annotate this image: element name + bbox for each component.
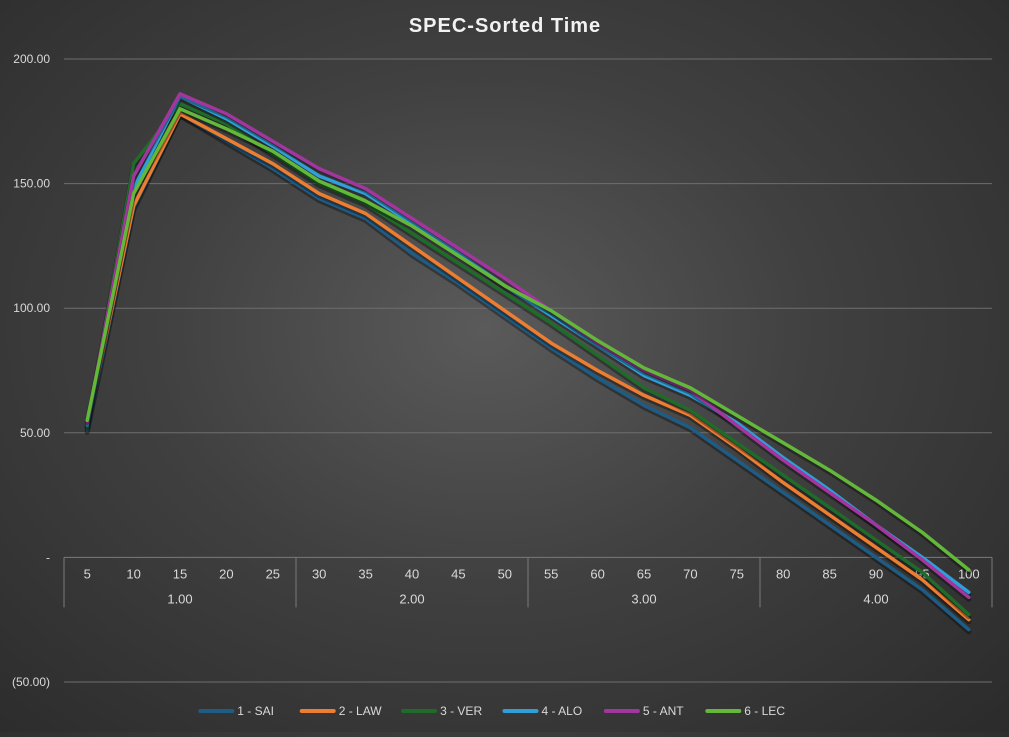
y-tick-label: 100.00 [13, 301, 50, 315]
x-tick-label: 65 [637, 566, 651, 581]
x-tick-label: 90 [869, 566, 883, 581]
x-tick-label: 20 [219, 566, 233, 581]
x-tick-label: 30 [312, 566, 326, 581]
series-lines [84, 92, 972, 635]
x-group-label: 3.00 [631, 591, 656, 606]
legend-item: 2 - LAW [299, 704, 383, 718]
legend-label: 3 - VER [440, 704, 482, 718]
legend-label: 6 - LEC [744, 704, 785, 718]
legend: 1 - SAI 2 - LAW 3 - VER 4 - ALO 5 - ANT 6 - L… [198, 704, 785, 718]
x-tick-label: 60 [590, 566, 604, 581]
x-axis: 5 10 15 20 25 30 35 40 45 50 55 60 65 70 75 80 85 90 95 100… [63, 556, 993, 608]
series-line [85, 94, 971, 595]
y-tick-label: - [46, 550, 50, 564]
x-tick-label: 5 [84, 566, 91, 581]
x-tick-label: 10 [126, 566, 140, 581]
legend-label: 1 - SAI [237, 704, 274, 718]
x-tick-label: 35 [358, 566, 372, 581]
x-tick-label: 40 [405, 566, 419, 581]
series-line [85, 112, 971, 632]
series-line [85, 92, 971, 600]
legend-label: 4 - ALO [542, 704, 583, 718]
x-tick-label: 55 [544, 566, 558, 581]
legend-item: 4 - ALO [502, 704, 583, 718]
y-tick-label: 150.00 [13, 177, 50, 191]
x-tick-label: 75 [730, 566, 744, 581]
x-group-label: 4.00 [863, 591, 888, 606]
x-tick-label: 85 [822, 566, 836, 581]
series-line-shadow [84, 113, 972, 635]
legend-label: 5 - ANT [643, 704, 684, 718]
legend-item: 5 - ANT [603, 704, 684, 718]
x-group-label: 1.00 [167, 591, 192, 606]
y-tick-label: (50.00) [12, 675, 50, 689]
y-tick-label: 200.00 [13, 52, 50, 66]
series-line [85, 107, 971, 572]
x-tick-label: 100 [958, 566, 980, 581]
series-line-shadow [84, 108, 972, 575]
legend-item: 6 - LEC [705, 704, 785, 718]
x-tick-label: 15 [173, 566, 187, 581]
series-line-shadow [84, 103, 972, 620]
series-line [85, 102, 971, 617]
legend-label: 2 - LAW [339, 704, 383, 718]
series-line-shadow [84, 113, 972, 625]
series-line [85, 112, 971, 622]
x-tick-label: 45 [451, 566, 465, 581]
x-tick-label: 50 [498, 566, 512, 581]
x-group-label: 2.00 [399, 591, 424, 606]
x-tick-label: 25 [266, 566, 280, 581]
x-tick-label: 80 [776, 566, 790, 581]
legend-item: 3 - VER [401, 704, 482, 718]
chart-title: SPEC-Sorted Time [409, 15, 601, 37]
y-axis: 200.00 150.00 100.00 50.00 - (50.00) [12, 52, 50, 689]
x-tick-label: 70 [683, 566, 697, 581]
legend-item: 1 - SAI [198, 704, 274, 718]
y-tick-label: 50.00 [20, 426, 50, 440]
